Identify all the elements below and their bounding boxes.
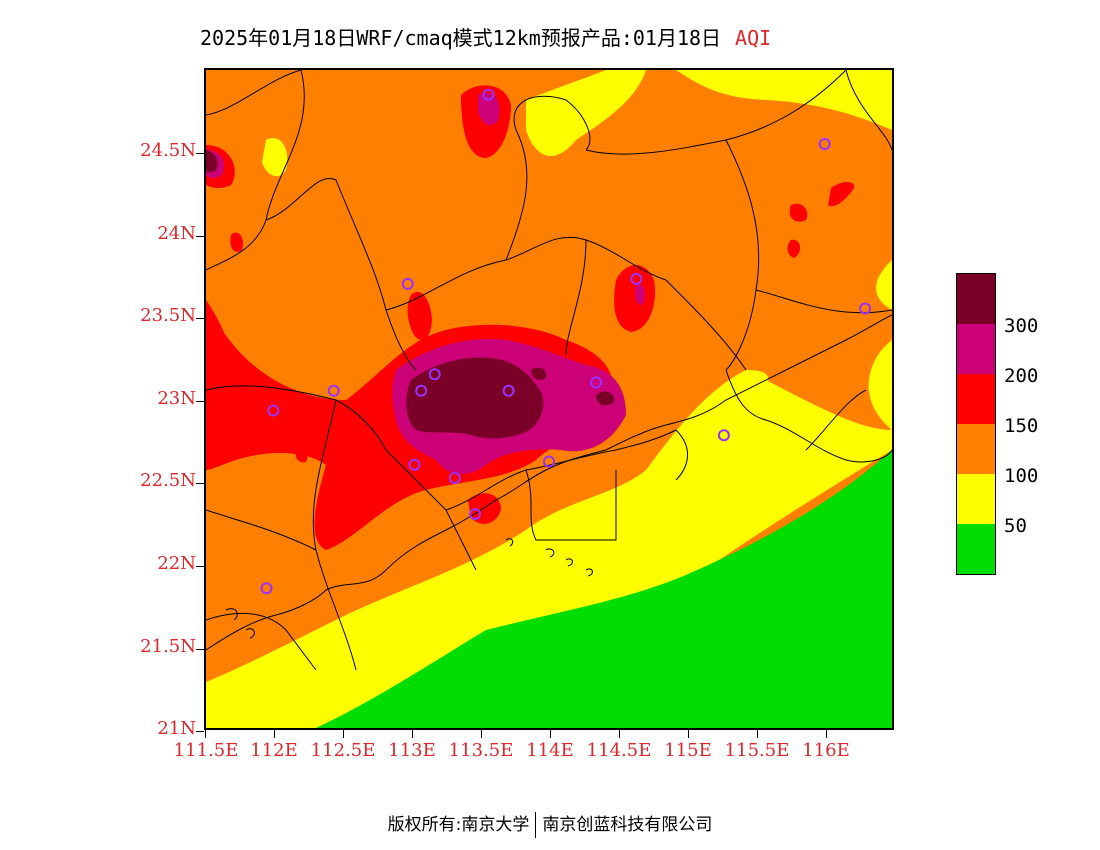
lon-tick-mark — [757, 730, 758, 738]
lon-tick-mark — [412, 730, 413, 738]
station-marker — [717, 429, 730, 442]
lon-tick-mark — [343, 730, 344, 738]
lat-tick-mark — [196, 483, 204, 484]
station-marker — [590, 376, 603, 389]
aqi-band-50-100-east2 — [868, 340, 892, 430]
aqi-band-150-200-ne — [614, 265, 656, 332]
lon-tick-mark — [688, 730, 689, 738]
aqi-color-legend — [956, 273, 996, 575]
lon-tick-112-5e: 112.5E — [310, 740, 376, 761]
lon-tick-113e: 113E — [388, 740, 436, 761]
aqi-band-50-100-east — [876, 260, 892, 310]
aqi-band-150-200-e2 — [828, 182, 855, 207]
aqi-band-300-plus — [406, 357, 544, 439]
legend-label-100: 100 — [1004, 465, 1039, 487]
title-text: 2025年01月18日WRF/cmaq模式12km预报产品:01月18日 — [200, 26, 722, 50]
station-marker — [543, 455, 555, 468]
lat-tick-mark — [196, 731, 204, 732]
lat-tick-22-5n: 22.5N — [140, 470, 196, 491]
legend-label-150: 150 — [1004, 415, 1039, 437]
aqi-band-200-300-ne — [635, 284, 645, 306]
title-variable: AQI — [735, 26, 772, 50]
footer-separator — [535, 812, 537, 838]
station-marker — [482, 88, 495, 101]
lon-tick-112e: 112E — [250, 740, 298, 761]
aqi-band-200-300-north — [478, 92, 500, 126]
legend-swatch-200-300 — [957, 324, 995, 374]
lon-tick-mark — [205, 730, 206, 738]
lat-tick-23n: 23N — [157, 388, 196, 409]
aqi-band-50-100-west — [262, 138, 288, 177]
lat-tick-22n: 22N — [157, 553, 196, 574]
lat-tick-21-5n: 21.5N — [140, 636, 196, 657]
station-marker — [502, 384, 515, 397]
lon-tick-111-5e: 111.5E — [173, 740, 239, 761]
lon-tick-mark — [274, 730, 275, 738]
lat-tick-21n: 21N — [157, 718, 196, 739]
station-marker — [267, 404, 280, 417]
aqi-band-150-200-west — [206, 300, 230, 390]
lon-tick-mark — [826, 730, 827, 738]
station-marker — [859, 302, 872, 315]
lat-tick-23-5n: 23.5N — [140, 305, 196, 326]
lon-tick-mark — [619, 730, 620, 738]
coastline — [206, 314, 892, 651]
aqi-contour-field — [206, 70, 892, 728]
station-marker — [415, 384, 428, 397]
footer-copyright: 版权所有:南京大学 — [387, 815, 530, 835]
lon-tick-114e: 114E — [526, 740, 574, 761]
legend-swatch-300-plus — [957, 274, 995, 324]
aqi-band-150-200-e3 — [787, 239, 801, 258]
lon-tick-114-5e: 114.5E — [586, 740, 652, 761]
aqi-band-50-100-north2 — [526, 70, 646, 157]
lon-tick-115e: 115E — [664, 740, 712, 761]
lon-tick-mark — [481, 730, 482, 738]
legend-label-300: 300 — [1004, 315, 1039, 337]
aqi-band-300-plus-e — [596, 391, 615, 406]
map-title: 2025年01月18日WRF/cmaq模式12km预报产品:01月18日 AQI — [200, 22, 771, 51]
legend-swatch-0-50 — [957, 524, 995, 574]
station-marker — [630, 272, 643, 285]
lat-tick-mark — [196, 649, 204, 650]
lat-tick-mark — [196, 401, 204, 402]
lat-tick-mark — [196, 318, 204, 319]
legend-swatch-50-100 — [957, 474, 995, 524]
lon-tick-mark — [550, 730, 551, 738]
station-marker — [818, 138, 831, 150]
station-markers — [260, 88, 872, 595]
lat-tick-mark — [196, 566, 204, 567]
aqi-band-150-200-w2 — [230, 232, 244, 252]
aqi-band-300-plus-nw — [206, 150, 218, 173]
legend-label-200: 200 — [1004, 365, 1039, 387]
aqi-forecast-map — [204, 68, 894, 730]
aqi-band-300-plus-c — [531, 367, 547, 380]
station-marker — [401, 277, 414, 290]
legend-swatch-100-150 — [957, 424, 995, 474]
aqi-band-150-200-n2 — [407, 291, 432, 340]
station-marker — [448, 472, 461, 484]
aqi-band-150-200-e1 — [789, 203, 808, 222]
lat-tick-24-5n: 24.5N — [140, 140, 196, 161]
aqi-band-50-100-north — [676, 70, 892, 130]
aqi-band-150-200-s — [468, 493, 501, 524]
admin-boundaries — [206, 70, 892, 671]
aqi-band-150-200-sw — [295, 448, 308, 463]
lat-tick-24n: 24N — [157, 223, 196, 244]
legend-swatch-150-200 — [957, 374, 995, 424]
station-marker — [469, 508, 481, 521]
footer-company: 南京创蓝科技有限公司 — [542, 815, 713, 835]
lon-tick-113-5e: 113.5E — [448, 740, 514, 761]
station-marker — [428, 368, 441, 381]
station-marker — [260, 582, 273, 595]
station-marker — [408, 458, 421, 471]
lon-tick-116e: 116E — [802, 740, 850, 761]
footer-credits: 版权所有:南京大学 南京创蓝科技有限公司 — [0, 810, 1100, 838]
lat-tick-mark — [196, 236, 204, 237]
legend-label-50: 50 — [1004, 515, 1027, 537]
lat-tick-mark — [196, 153, 204, 154]
aqi-band-0-50 — [316, 450, 892, 728]
lon-tick-115-5e: 115.5E — [724, 740, 790, 761]
station-marker — [327, 384, 340, 397]
